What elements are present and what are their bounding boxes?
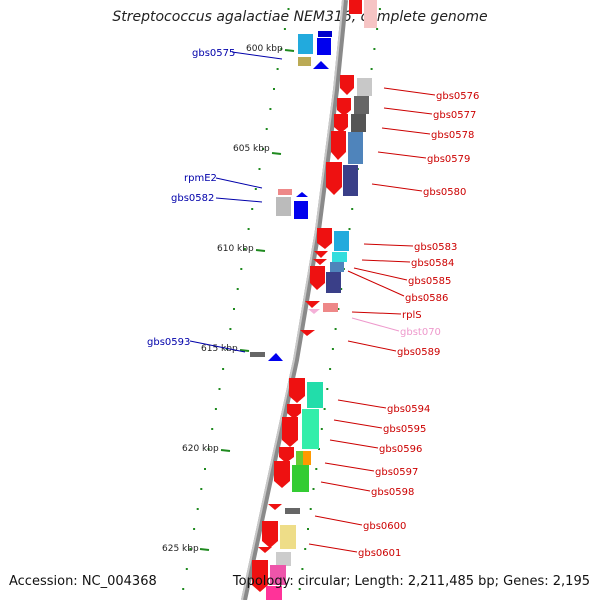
genome-title: Streptococcus agalactiae NEM316, complet… <box>112 9 488 25</box>
gene-label[interactable]: gbs0586 <box>405 293 448 304</box>
gene-label[interactable]: gbs0584 <box>411 258 454 269</box>
tick-dot <box>307 528 309 530</box>
tick-dot <box>225 348 228 350</box>
gene-label[interactable]: gbs0594 <box>387 404 430 415</box>
gene-feature[interactable] <box>349 0 377 28</box>
tick-dot <box>251 208 254 210</box>
gene-label[interactable]: gbs0580 <box>423 187 466 198</box>
scale-label: 605 kbp <box>233 144 270 154</box>
gene-label[interactable]: gbs0601 <box>358 548 401 559</box>
tick-dot <box>348 228 351 230</box>
scale-label: 600 kbp <box>246 44 283 54</box>
tick-dot <box>262 148 265 150</box>
gene-label[interactable]: gbs0585 <box>408 276 451 287</box>
tick-dot <box>254 188 257 190</box>
scale-label: 615 kbp <box>201 344 238 354</box>
tick-dot <box>233 308 235 310</box>
tick-dot <box>334 328 337 330</box>
gene-label[interactable]: gbs0578 <box>431 130 474 141</box>
tick-dot <box>243 248 246 250</box>
gene-label[interactable]: gbs0582 <box>171 193 214 204</box>
gene-label[interactable]: gbs0579 <box>427 154 470 165</box>
tick-dots <box>182 8 381 590</box>
tick-dot <box>376 28 379 30</box>
gene-block-600-601[interactable] <box>252 504 300 600</box>
scale-ticks <box>199 49 295 551</box>
scale-label: 610 kbp <box>217 244 254 254</box>
tick-dot <box>193 528 196 530</box>
tick-dot <box>280 48 283 50</box>
tick-dot <box>287 8 290 10</box>
gene-rpmE2-feature[interactable] <box>276 189 308 219</box>
tick-dot <box>247 228 250 230</box>
gene-label[interactable]: gbs0598 <box>371 487 414 498</box>
tick-dot <box>304 548 307 550</box>
tick-dot <box>189 548 192 550</box>
tick-dot <box>240 268 243 270</box>
gene-label[interactable]: gbs0600 <box>363 521 406 532</box>
gene-label[interactable]: gbs0576 <box>436 91 479 102</box>
tick-dot <box>258 168 261 170</box>
tick-dot <box>340 288 343 290</box>
tick-dot <box>378 8 381 10</box>
genome-summary: Topology: circular; Length: 2,211,485 bp… <box>232 574 590 589</box>
gene-label[interactable]: gbs0595 <box>383 424 426 435</box>
gene-label[interactable]: gbs0597 <box>375 467 418 478</box>
tick-dot <box>229 328 232 330</box>
tick-dot <box>207 448 210 450</box>
tick-dot <box>326 388 329 390</box>
tick-dot <box>373 48 376 50</box>
gene-gbs0575-feature[interactable] <box>298 31 332 69</box>
gene-block-594-598[interactable] <box>274 378 323 492</box>
tick-dot <box>323 408 326 410</box>
tick-dot <box>200 488 203 490</box>
gene-label[interactable]: rplS <box>402 310 422 321</box>
tick-dot <box>218 388 221 390</box>
leader-lines <box>189 51 436 553</box>
accession-label: Accession: NC_004368 <box>9 574 157 589</box>
tick-dot <box>337 308 340 310</box>
tick-dot <box>301 568 304 570</box>
gene-label[interactable]: gbst070 <box>400 327 441 338</box>
tick-dot <box>312 488 315 490</box>
tick-dot <box>214 408 217 410</box>
tick-dot <box>182 588 185 590</box>
gene-label[interactable]: gbs0593 <box>147 337 190 348</box>
tick-dot <box>351 208 354 210</box>
gene-label[interactable]: rpmE2 <box>184 173 217 184</box>
scale-label: 625 kbp <box>162 544 199 554</box>
tick-dot <box>204 468 206 470</box>
tick-dot <box>329 368 332 370</box>
tick-dot <box>269 108 272 110</box>
gene-gbs0593-feature[interactable] <box>250 352 283 361</box>
scale-label: 620 kbp <box>182 444 219 454</box>
tick-dot <box>283 28 286 30</box>
tick-dot <box>236 288 239 290</box>
gene-block-576-580[interactable] <box>326 75 372 196</box>
tick-dot <box>309 508 312 510</box>
tick-dot <box>265 128 268 130</box>
tick-dot <box>331 348 334 350</box>
gene-label[interactable]: gbs0583 <box>414 242 457 253</box>
tick-dot <box>196 508 199 510</box>
gene-label[interactable]: gbs0577 <box>433 110 476 121</box>
tick-dot <box>320 428 323 430</box>
gene-block-583-586[interactable] <box>310 228 349 293</box>
tick-dot <box>273 88 275 90</box>
gene-label[interactable]: gbs0596 <box>379 444 422 455</box>
tick-dot <box>185 568 188 570</box>
genome-backbone-highlight <box>241 0 344 600</box>
tick-dot <box>315 468 318 470</box>
tick-dot <box>276 68 279 70</box>
gene-label[interactable]: gbs0575 <box>192 48 235 59</box>
tick-dot <box>222 368 225 370</box>
tick-dot <box>211 428 214 430</box>
genome-backbone <box>241 0 348 600</box>
gene-label[interactable]: gbs0589 <box>397 347 440 358</box>
gene-block-rplS-gbs0589[interactable] <box>300 301 338 336</box>
tick-dot <box>370 68 373 70</box>
tick-dot <box>298 588 301 590</box>
